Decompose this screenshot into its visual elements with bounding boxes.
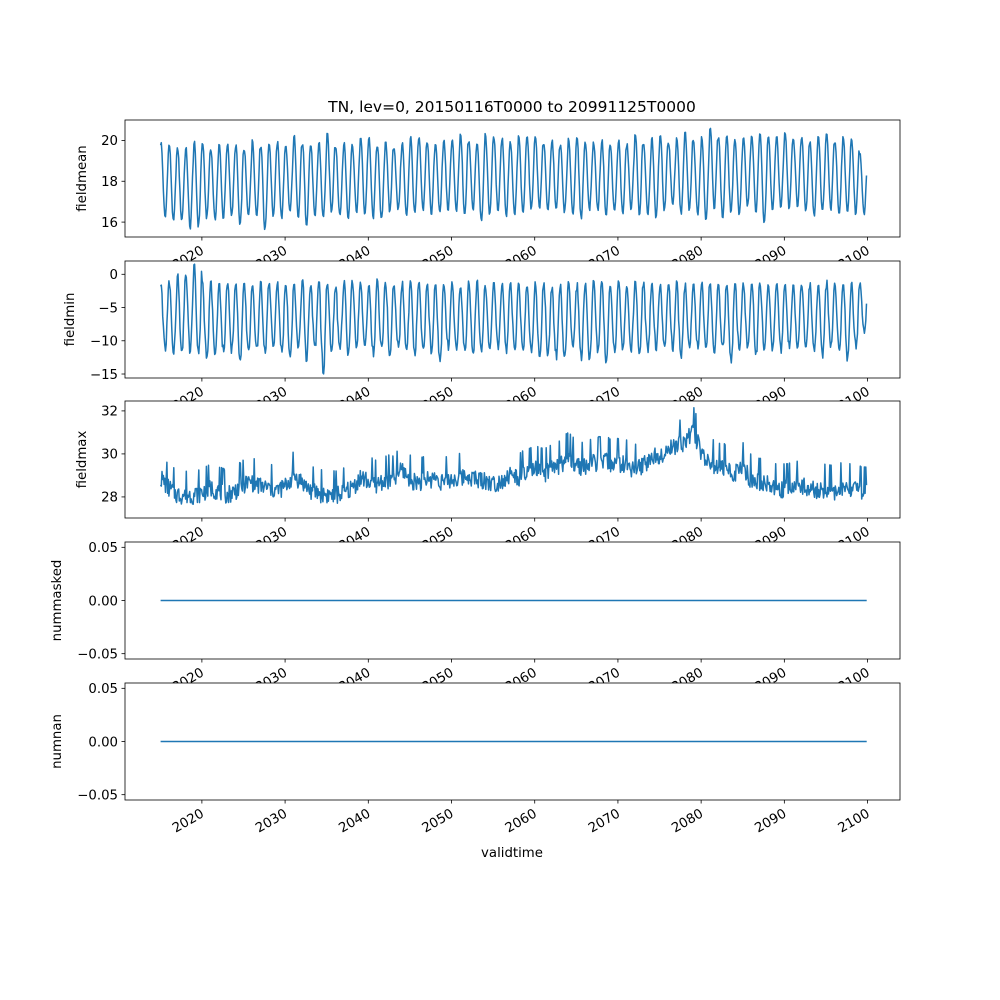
y-axis-label: numnan	[50, 714, 65, 769]
y-tick-label: 0.05	[88, 541, 118, 556]
y-axis-label: fieldmin	[63, 293, 78, 347]
plot-area	[125, 401, 900, 518]
y-tick-label: 0.00	[88, 594, 118, 609]
y-axis-label: fieldmax	[75, 431, 90, 489]
y-tick-label: 16	[101, 216, 118, 231]
y-tick-label: 0.00	[88, 735, 118, 750]
y-tick-label: −0.05	[77, 788, 118, 803]
y-tick-label: −0.05	[77, 647, 118, 662]
axes-frame	[124, 260, 901, 379]
axes-frame	[124, 119, 901, 238]
y-tick-label: −10	[90, 335, 118, 350]
y-tick-label: 18	[101, 175, 118, 190]
y-tick-label: −5	[98, 301, 118, 316]
y-axis-label: fieldmean	[75, 145, 90, 211]
axes-frame	[124, 400, 901, 519]
y-axis-label: nummasked	[50, 560, 65, 642]
series-line-fieldmean	[159, 127, 868, 231]
chart-title: TN, lev=0, 20150116T0000 to 20991125T000…	[327, 98, 696, 116]
y-tick-label: 28	[101, 491, 118, 506]
series-line-fieldmax	[159, 407, 868, 505]
y-tick-label: 0	[110, 268, 118, 283]
y-tick-label: 30	[101, 448, 118, 463]
x-axis-label: validtime	[481, 846, 543, 861]
series-line-fieldmin	[159, 263, 868, 375]
y-tick-label: −15	[90, 368, 118, 383]
y-tick-label: 0.05	[88, 682, 118, 697]
y-tick-label: 20	[101, 134, 118, 149]
y-tick-label: 32	[101, 405, 118, 420]
